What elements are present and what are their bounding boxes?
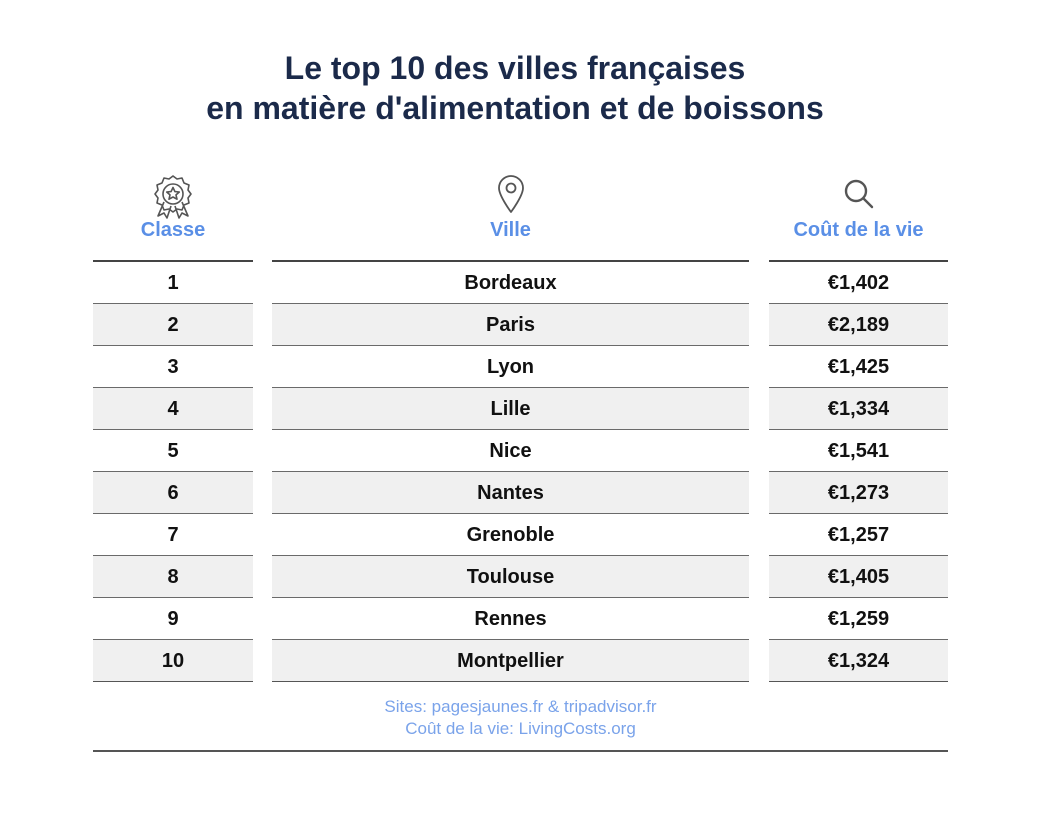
city-cell: Montpellier xyxy=(272,640,749,682)
cost-column-header: Coût de la vie xyxy=(769,172,948,260)
cost-cell: €1,257 xyxy=(769,514,948,556)
cost-cell: €1,334 xyxy=(769,388,948,430)
city-cells: Bordeaux Paris Lyon Lille Nice Nantes Grenoble… xyxy=(272,262,749,682)
city-cell: Nantes xyxy=(272,472,749,514)
rank-cell: 9 xyxy=(93,598,253,640)
rank-cell: 8 xyxy=(93,556,253,598)
cost-column: Coût de la vie €1,402 €2,189 €1,425 €1,334 €… xyxy=(769,172,948,682)
city-cell: Toulouse xyxy=(272,556,749,598)
rank-cell: 10 xyxy=(93,640,253,682)
rank-cell: 4 xyxy=(93,388,253,430)
sources-note: Sites: pagesjaunes.fr & tripadvisor.fr xyxy=(384,697,657,716)
rank-column: Classe 1 2 3 4 5 6 7 8 9 10 xyxy=(93,172,253,682)
rank-cells: 1 2 3 4 5 6 7 8 9 10 xyxy=(93,262,253,682)
rank-cell: 7 xyxy=(93,514,253,556)
city-header-rule xyxy=(272,260,749,262)
location-pin-icon xyxy=(496,174,526,219)
city-column-header: Ville xyxy=(272,172,749,260)
cost-header-rule xyxy=(769,260,948,262)
rank-cell: 6 xyxy=(93,472,253,514)
title-line-2: en matière d'alimentation et de boissons xyxy=(206,90,824,126)
city-cell: Lille xyxy=(272,388,749,430)
cost-cell: €1,541 xyxy=(769,430,948,472)
bottom-rule xyxy=(93,750,948,752)
city-cell: Paris xyxy=(272,304,749,346)
cost-cell: €1,324 xyxy=(769,640,948,682)
city-cell: Grenoble xyxy=(272,514,749,556)
page-title: Le top 10 des villes françaises en matiè… xyxy=(0,48,1030,128)
cost-column-label: Coût de la vie xyxy=(793,219,924,241)
rank-header-rule xyxy=(93,260,253,262)
cost-cell: €1,405 xyxy=(769,556,948,598)
cost-cell: €1,273 xyxy=(769,472,948,514)
rank-column-label: Classe xyxy=(140,219,206,241)
award-ribbon-icon xyxy=(149,174,197,225)
rank-cell: 3 xyxy=(93,346,253,388)
city-cell: Bordeaux xyxy=(272,262,749,304)
city-cell: Nice xyxy=(272,430,749,472)
rank-cell: 1 xyxy=(93,262,253,304)
city-cell: Rennes xyxy=(272,598,749,640)
city-cell: Lyon xyxy=(272,346,749,388)
city-column: Ville Bordeaux Paris Lyon Lille Nice Nantes Gr… xyxy=(272,172,749,682)
cost-cell: €1,402 xyxy=(769,262,948,304)
city-column-label: Ville xyxy=(490,219,531,241)
title-line-1: Le top 10 des villes françaises xyxy=(284,50,746,86)
rank-cell: 5 xyxy=(93,430,253,472)
cost-cells: €1,402 €2,189 €1,425 €1,334 €1,541 €1,273 €1,2… xyxy=(769,262,948,682)
source-footer: Sites: pagesjaunes.fr & tripadvisor.fr C… xyxy=(93,688,948,740)
cost-cell: €1,425 xyxy=(769,346,948,388)
rank-column-header: Classe xyxy=(93,172,253,260)
cost-cell: €2,189 xyxy=(769,304,948,346)
rank-cell: 2 xyxy=(93,304,253,346)
search-icon xyxy=(841,174,877,219)
cost-cell: €1,259 xyxy=(769,598,948,640)
cost-source-note: Coût de la vie: LivingCosts.org xyxy=(405,719,636,738)
